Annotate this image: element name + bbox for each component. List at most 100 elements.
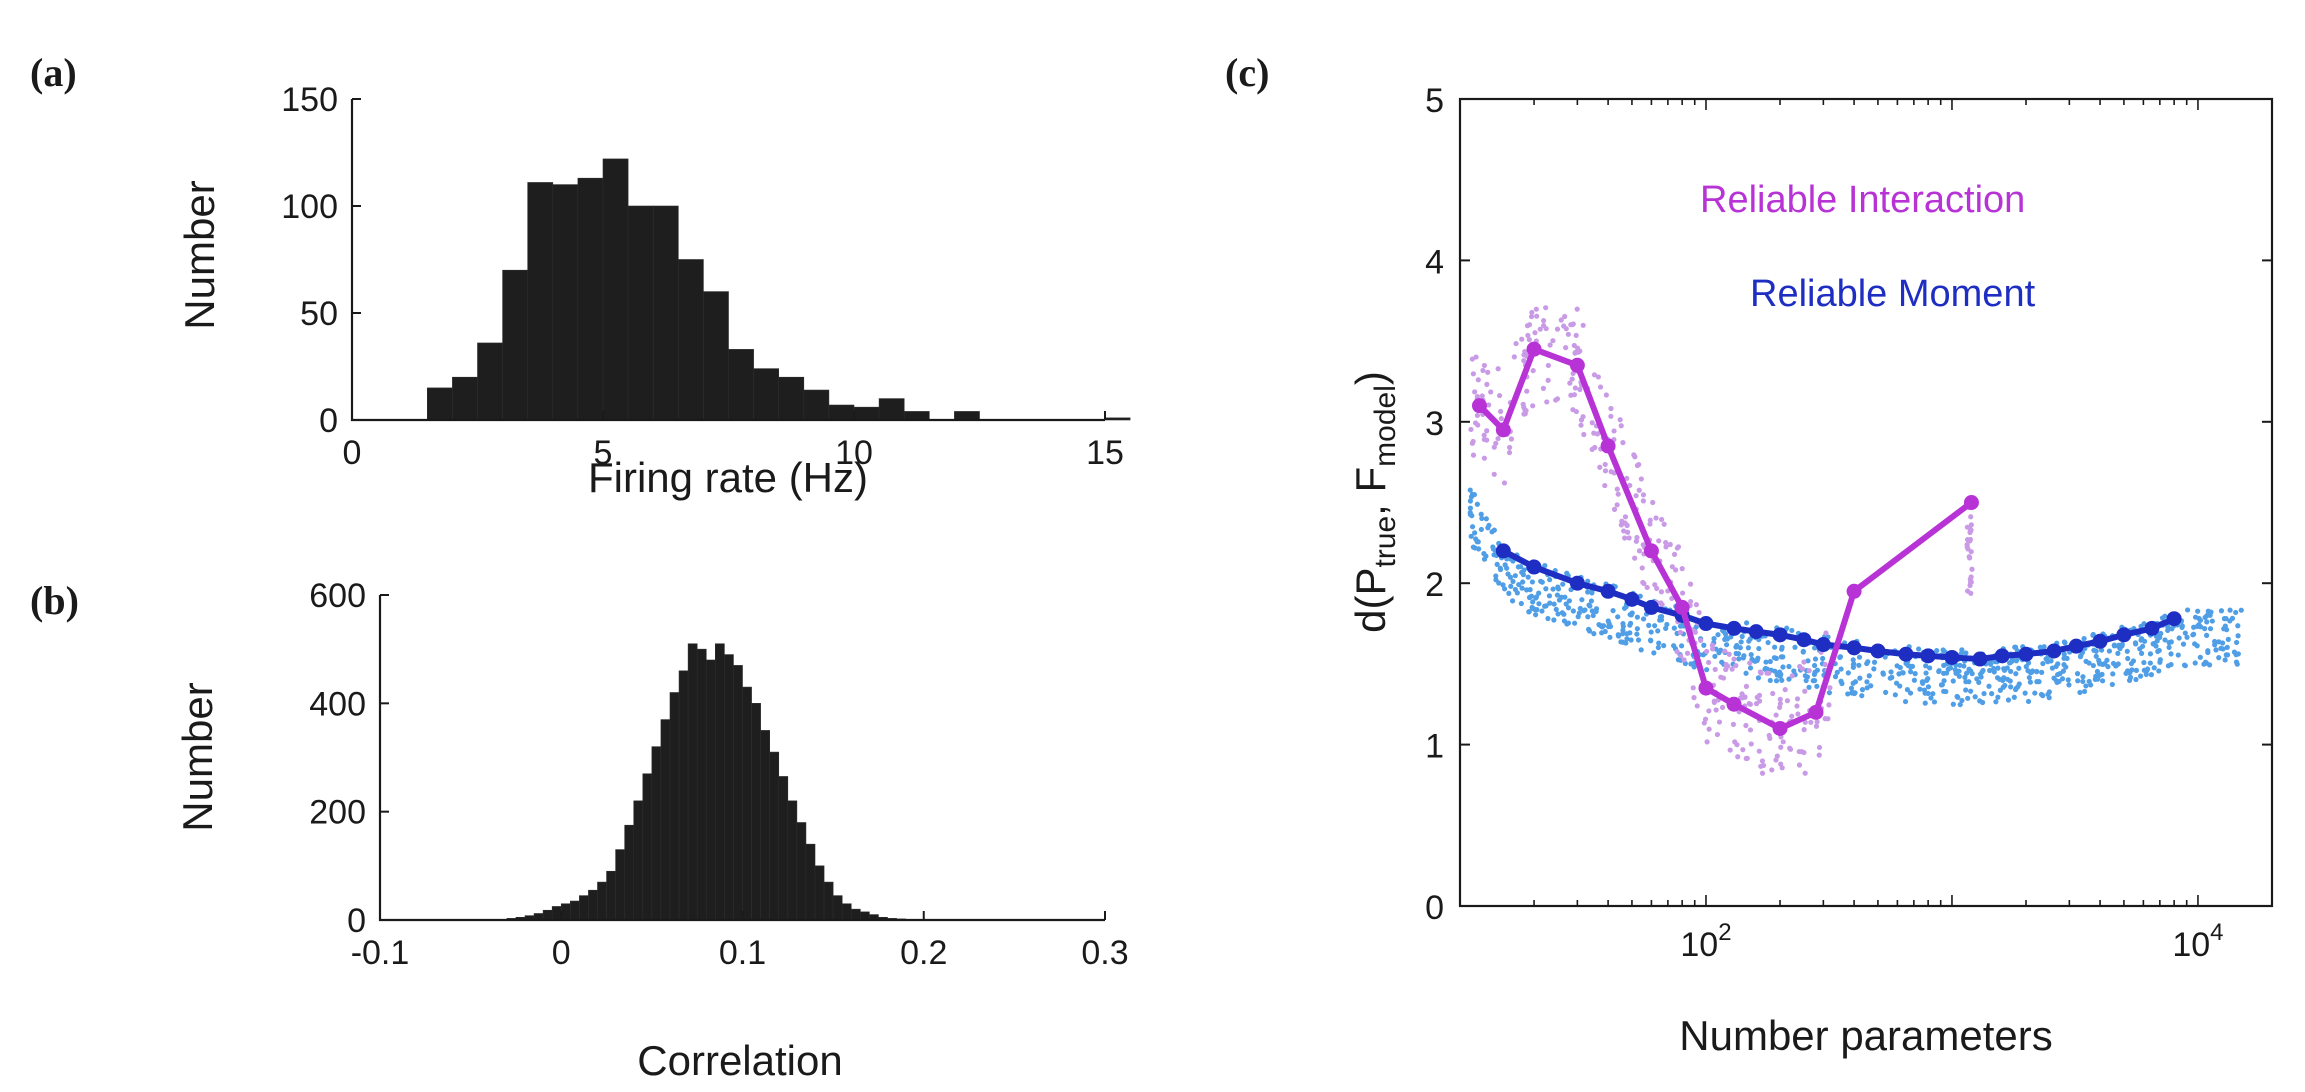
- panel-c-interaction-scatter-point: [1540, 385, 1547, 391]
- panel-c-moment-scatter-point: [2213, 647, 2219, 653]
- panel-c-moment-scatter-point: [2065, 677, 2071, 683]
- panel-b-bar: [850, 908, 861, 921]
- panel-c-moment-scatter-point: [1850, 662, 1856, 668]
- panel-c-moment-scatter-point: [1779, 677, 1785, 683]
- panel-c-interaction-scatter-point: [1626, 535, 1632, 541]
- panel-b-bar: [796, 822, 807, 921]
- panel-c-moment-scatter-point: [1547, 600, 1553, 606]
- panel-c-moment-marker: [2116, 627, 2132, 643]
- panel-c-interaction-scatter-point: [1968, 514, 1974, 520]
- panel-c-moment-scatter-point: [1838, 678, 1844, 684]
- panel-c-moment-scatter-point: [1826, 690, 1833, 696]
- panel-c-moment-scatter-point: [2181, 662, 2188, 668]
- panel-c-moment-scatter-point: [2011, 694, 2017, 700]
- panel-c-moment-scatter-point: [1575, 614, 1581, 620]
- panel-c-moment-scatter-point: [1993, 699, 1999, 705]
- panel-c-moment-scatter-point: [1624, 631, 1630, 637]
- panel-c-interaction-scatter-point: [1486, 402, 1492, 408]
- panel-c-moment-scatter-point: [1811, 662, 1818, 669]
- panel-c-interaction-scatter-point: [1748, 741, 1754, 747]
- panel-c-interaction-scatter-point: [1561, 323, 1567, 329]
- panel-c-moment-scatter-point: [1718, 647, 1724, 653]
- panel-c-moment-marker: [1600, 583, 1616, 599]
- panel-c-interaction-scatter-point: [1567, 380, 1573, 386]
- panel-c-moment-scatter-point: [2077, 689, 2083, 696]
- panel-a-bar: [627, 205, 654, 421]
- panel-b-ytick-label: 0: [347, 902, 366, 940]
- panel-c-moment-scatter-point: [1923, 670, 1929, 676]
- panel-c-interaction-scatter-point: [1481, 455, 1487, 461]
- panel-c-moment-scatter-point: [1900, 670, 1906, 676]
- panel-c-moment-scatter-point: [2080, 674, 2086, 680]
- panel-c-interaction-scatter-point: [1530, 403, 1536, 409]
- panel-b-ylabel: Number: [174, 682, 221, 831]
- panel-b-bar: [742, 686, 752, 921]
- panel-c-ytick-label: 2: [1425, 566, 1444, 604]
- panel-c-moment-scatter-point: [1979, 669, 1985, 675]
- panel-c-interaction-scatter-point: [1495, 435, 1501, 442]
- panel-c-interaction-marker: [1772, 720, 1788, 736]
- panel-c-interaction-scatter-point: [1730, 721, 1737, 727]
- panel-c-interaction-scatter-point: [1696, 609, 1702, 616]
- panel-c-interaction-scatter-point: [1782, 687, 1788, 693]
- panel-c-moment-scatter-point: [2139, 636, 2145, 642]
- panel-c-moment-scatter-point: [2166, 644, 2172, 650]
- panel-c-interaction-scatter-point: [1658, 589, 1665, 595]
- panel-c-moment-scatter-point: [1712, 653, 1718, 659]
- panel-c-moment-scatter-point: [2027, 669, 2034, 676]
- panel-c-interaction-scatter-point: [1825, 716, 1831, 722]
- panel-c-interaction-scatter-point: [1706, 708, 1712, 714]
- panel-c-interaction-scatter-point: [1638, 476, 1644, 482]
- panel-c-moment-scatter-point: [1972, 694, 1978, 700]
- panel-c-interaction-scatter-point: [1822, 661, 1828, 668]
- panel-c-moment-scatter-point: [1579, 597, 1585, 603]
- panel-c-moment-scatter-point: [2013, 671, 2019, 677]
- panel-b-bar: [832, 895, 843, 921]
- panel-c-interaction-scatter-point: [1470, 438, 1476, 445]
- panel-c-moment-scatter-point: [1897, 665, 1903, 671]
- panel-c-moment-scatter-point: [1520, 572, 1526, 578]
- panel-c-interaction-scatter-point: [1597, 464, 1603, 470]
- panel-b-bar: [823, 881, 834, 921]
- panel-c-interaction-scatter-point: [1591, 430, 1597, 436]
- panel-c-moment-scatter-point: [1789, 627, 1795, 634]
- panel-a-ytick-label: 150: [281, 81, 338, 119]
- panel-c-moment-marker: [1846, 640, 1862, 656]
- panel-c-moment-scatter-point: [1655, 628, 1661, 634]
- panel-b-bars: [506, 643, 906, 921]
- panel-c-moment-scatter-point: [2016, 665, 2022, 671]
- panel-c-interaction-scatter-point: [1473, 354, 1479, 360]
- panel-c-interaction-scatter-point: [1573, 332, 1579, 339]
- panel-c-moment-scatter-point: [2026, 660, 2032, 666]
- panel-c-interaction-scatter-point: [1526, 337, 1532, 343]
- panel-c-interaction-scatter-point: [1659, 602, 1665, 608]
- panel-a-bar: [502, 269, 529, 421]
- panel-c-interaction-scatter-point: [1573, 408, 1579, 415]
- panel-c-moment-scatter-point: [2145, 666, 2151, 672]
- panel-c-moment-scatter-point: [2197, 654, 2203, 660]
- panel-c-moment-scatter-point: [1857, 675, 1863, 681]
- panel-b-bar: [705, 659, 716, 921]
- panel-a-ylabel: Number: [176, 180, 223, 329]
- panel-c-moment-scatter-point: [2204, 632, 2210, 638]
- panel-c-interaction-scatter-point: [1611, 428, 1617, 434]
- panel-c-interaction-scatter-point: [1484, 428, 1490, 434]
- panel-c-interaction-scatter-point: [1578, 422, 1584, 428]
- panel-c-moment-scatter-point: [2218, 608, 2225, 614]
- panel-c-moment-scatter-point: [2093, 673, 2099, 679]
- panel-c-moment-scatter-point: [1529, 579, 1536, 585]
- panel-c-moment-scatter-point: [2184, 607, 2191, 613]
- panel-b-xtick-label: 0: [552, 934, 571, 972]
- panel-a-bar: [452, 376, 478, 421]
- panel-c-moment-marker: [1972, 651, 1988, 667]
- panel-c-moment-scatter-point: [2096, 657, 2102, 663]
- panel-c-moment-scatter-point: [2227, 607, 2233, 613]
- panel-c-interaction-scatter-point: [1681, 657, 1687, 663]
- panel-c-moment-scatter-point: [2192, 660, 2198, 666]
- panel-c-moment-scatter-point: [2061, 651, 2067, 657]
- panel-c-interaction-scatter-point: [1739, 695, 1745, 701]
- panel-c-interaction-scatter-point: [1624, 475, 1630, 481]
- panel-c-interaction-scatter-point: [1757, 669, 1763, 675]
- panel-c-interaction-scatter-point: [1740, 747, 1746, 753]
- panel-c-interaction-scatter-point: [1796, 762, 1803, 768]
